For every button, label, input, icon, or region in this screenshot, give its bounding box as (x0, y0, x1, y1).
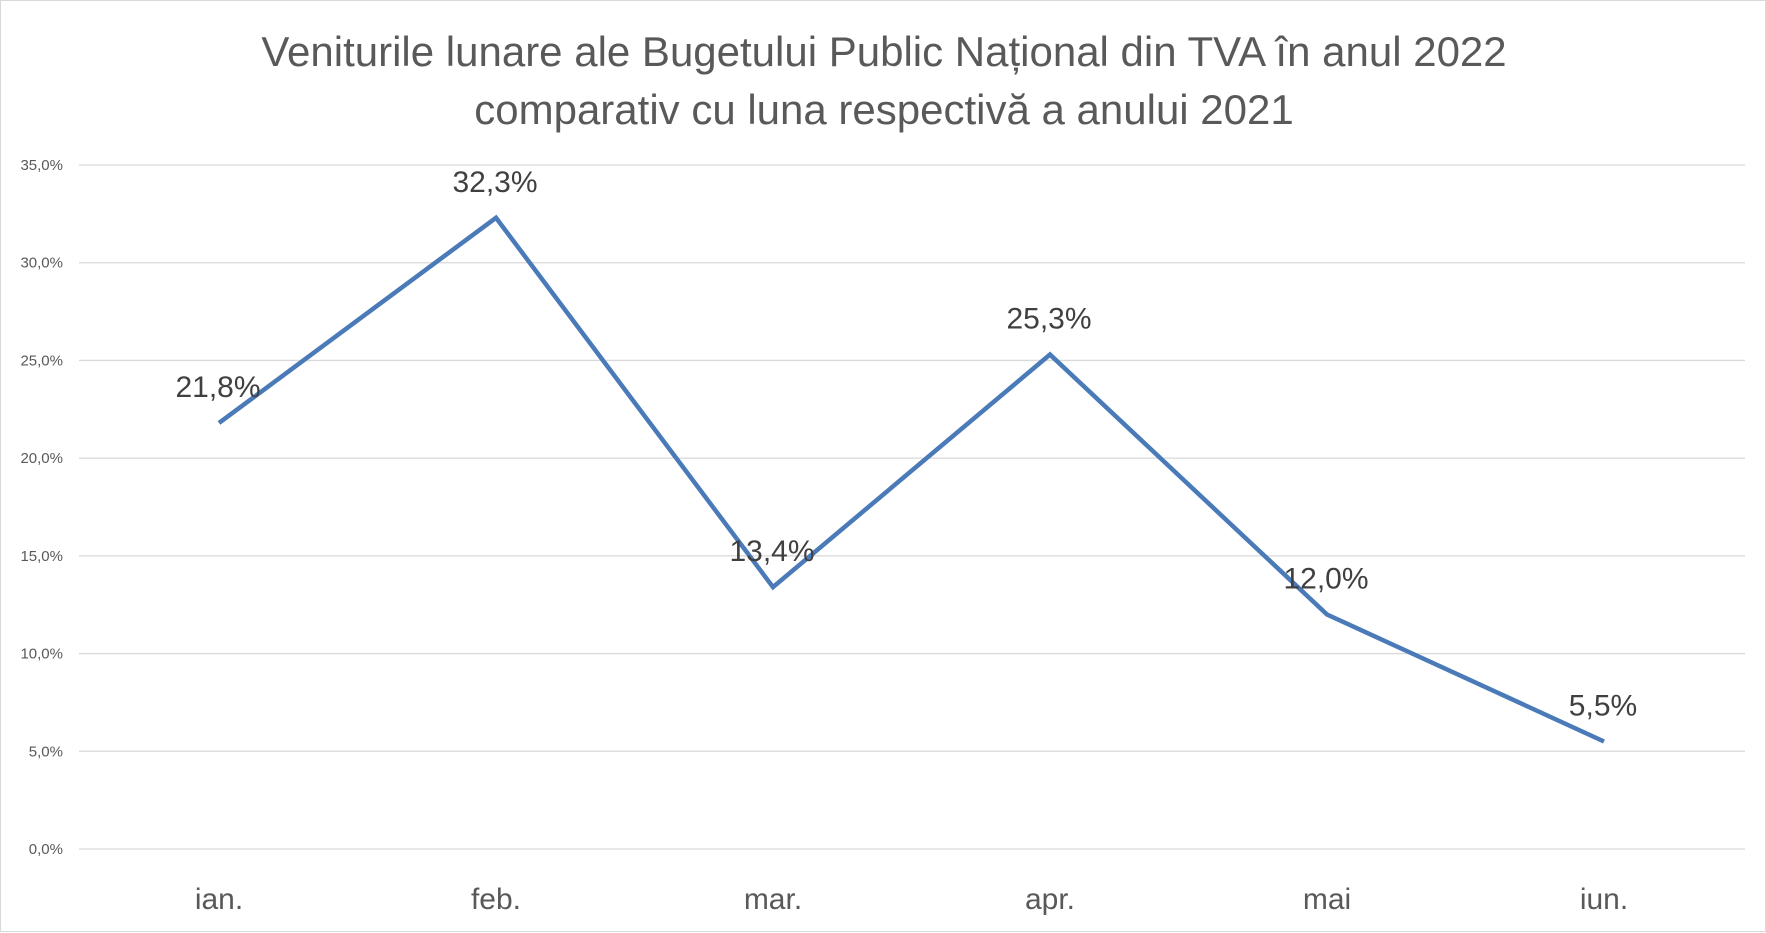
y-tick-label: 0,0% (29, 841, 63, 858)
y-tick-label: 20,0% (20, 450, 63, 467)
chart-title: Veniturile lunare ale Bugetului Public N… (1, 23, 1766, 139)
y-tick-label: 10,0% (20, 646, 63, 663)
y-tick-label: 35,0% (20, 157, 63, 174)
data-label: 13,4% (729, 535, 814, 568)
series-layer (217, 214, 1605, 744)
data-label: 25,3% (1006, 303, 1091, 336)
data-labels: 21,8% 32,3% 13,4% 25,3% 12,0% 5,5% (175, 166, 1637, 723)
data-label: 12,0% (1283, 562, 1368, 595)
chart-title-line-2: comparativ cu luna respectivă a anului 2… (474, 86, 1294, 133)
y-tick-label: 30,0% (20, 255, 63, 272)
series-line (217, 214, 1605, 744)
x-tick-label: mai (1303, 883, 1351, 916)
y-tick-label: 15,0% (20, 548, 63, 565)
data-label: 5,5% (1569, 690, 1637, 723)
chart-title-line-1: Veniturile lunare ale Bugetului Public N… (261, 28, 1507, 75)
grid-layer (79, 164, 1745, 850)
x-tick-label: apr. (1025, 883, 1075, 916)
x-tick-label: iun. (1580, 883, 1628, 916)
y-tick-label: 25,0% (20, 352, 63, 369)
x-axis-ticks: ian. feb. mar. apr. mai iun. (195, 883, 1628, 916)
data-label: 21,8% (175, 371, 260, 404)
y-axis-ticks: 0,0% 5,0% 10,0% 15,0% 20,0% 25,0% 30,0% 35,0% (20, 157, 63, 858)
data-label: 32,3% (452, 166, 537, 199)
x-tick-label: ian. (195, 883, 243, 916)
x-tick-label: feb. (471, 883, 521, 916)
y-tick-label: 5,0% (29, 743, 63, 760)
x-tick-label: mar. (744, 883, 802, 916)
